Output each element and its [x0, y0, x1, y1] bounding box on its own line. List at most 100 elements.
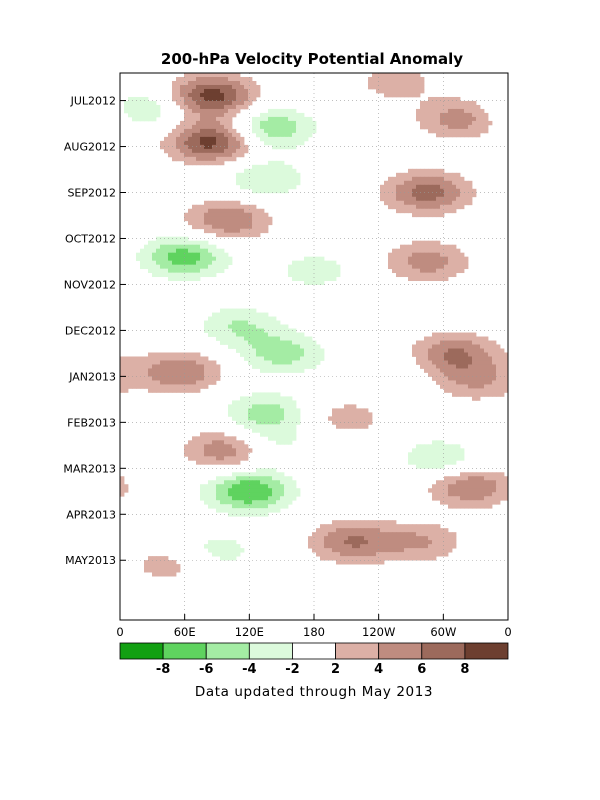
heatmap-cell [448, 268, 453, 274]
heatmap-cell [396, 552, 401, 557]
heatmap-cell [444, 100, 449, 106]
heatmap-cell [436, 496, 441, 501]
heatmap-cell [228, 260, 233, 266]
heatmap-cell [212, 116, 217, 122]
heatmap-cell [168, 264, 173, 270]
heatmap-cell [132, 372, 137, 377]
heatmap-cell [268, 428, 273, 433]
heatmap-cell [284, 348, 289, 353]
heatmap-cell [488, 488, 493, 493]
heatmap-cell [440, 464, 445, 469]
heatmap-cell [220, 156, 225, 162]
heatmap-cell [252, 332, 257, 337]
heatmap-cell [376, 84, 381, 90]
heatmap-cell [208, 264, 213, 270]
heatmap-cell [264, 140, 269, 146]
heatmap-cell [456, 332, 461, 337]
heatmap-cell [448, 448, 453, 453]
heatmap-cell [236, 500, 241, 505]
heatmap-cell [424, 196, 429, 202]
heatmap-cell [460, 448, 465, 453]
heatmap-cell [280, 420, 285, 425]
heatmap-cell [264, 492, 269, 497]
heatmap-cell [476, 496, 481, 501]
heatmap-cell [440, 128, 445, 134]
heatmap-cell [184, 148, 189, 154]
heatmap-cell [404, 524, 409, 529]
heatmap-cell [172, 560, 177, 565]
heatmap-cell [504, 488, 509, 493]
heatmap-cell [252, 116, 257, 122]
heatmap-cell [200, 140, 205, 146]
heatmap-cell [468, 336, 473, 341]
heatmap-cell [308, 276, 313, 282]
heatmap-cell [276, 336, 281, 341]
heatmap-cell [276, 472, 281, 477]
heatmap-cell [236, 100, 241, 106]
heatmap-cell [432, 268, 437, 274]
heatmap-cell [228, 504, 233, 509]
heatmap-cell [180, 380, 185, 385]
heatmap-cell [204, 200, 209, 206]
heatmap-cell [456, 456, 461, 461]
heatmap-cell [268, 412, 273, 417]
heatmap-cell [268, 176, 273, 182]
heatmap-cell [208, 480, 213, 485]
heatmap-cell [460, 256, 465, 262]
heatmap-cell [468, 108, 473, 114]
heatmap-cell [216, 364, 221, 369]
heatmap-cell [156, 376, 161, 381]
heatmap-cell [444, 552, 449, 557]
heatmap-cell [212, 256, 217, 262]
heatmap-cell [432, 460, 437, 465]
heatmap-cell [192, 216, 197, 222]
heatmap-cell [344, 524, 349, 529]
heatmap-cell [224, 208, 229, 214]
heatmap-cell [296, 132, 301, 138]
heatmap-cell [352, 552, 357, 557]
heatmap-cell [244, 224, 249, 230]
heatmap-cell [204, 460, 209, 465]
heatmap-cell [248, 404, 253, 409]
heatmap-cell [460, 368, 465, 373]
heatmap-cell [452, 364, 457, 369]
heatmap-cell [284, 424, 289, 429]
heatmap-cell [472, 124, 477, 130]
heatmap-cell [456, 248, 461, 254]
heatmap-cell [472, 500, 477, 505]
heatmap-cell [284, 412, 289, 417]
heatmap-cell [236, 104, 241, 110]
heatmap-cell [220, 112, 225, 118]
heatmap-cell [288, 368, 293, 373]
heatmap-cell [272, 472, 277, 477]
heatmap-cell [376, 536, 381, 541]
heatmap-cell [256, 340, 261, 345]
heatmap-cell [436, 484, 441, 489]
heatmap-cell [424, 112, 429, 118]
heatmap-cell [504, 484, 509, 489]
heatmap-cell [208, 144, 213, 150]
heatmap-cell [460, 180, 465, 186]
heatmap-cell [180, 248, 185, 254]
heatmap-cell [268, 164, 273, 170]
heatmap-cell [364, 528, 369, 533]
heatmap-cell [268, 484, 273, 489]
heatmap-cell [244, 396, 249, 401]
heatmap-cell [428, 272, 433, 278]
heatmap-cell [200, 356, 205, 361]
heatmap-cell [348, 528, 353, 533]
heatmap-cell [288, 344, 293, 349]
heatmap-cell [272, 368, 277, 373]
heatmap-cell [432, 196, 437, 202]
heatmap-cell [472, 504, 477, 509]
heatmap-cell [404, 84, 409, 90]
heatmap-cell [416, 536, 421, 541]
heatmap-cell [440, 196, 445, 202]
heatmap-cell [220, 328, 225, 333]
heatmap-cell [288, 144, 293, 150]
heatmap-cell [416, 452, 421, 457]
heatmap-cell [256, 344, 261, 349]
heatmap-cell [252, 336, 257, 341]
heatmap-cell [404, 544, 409, 549]
heatmap-cell [460, 204, 465, 210]
